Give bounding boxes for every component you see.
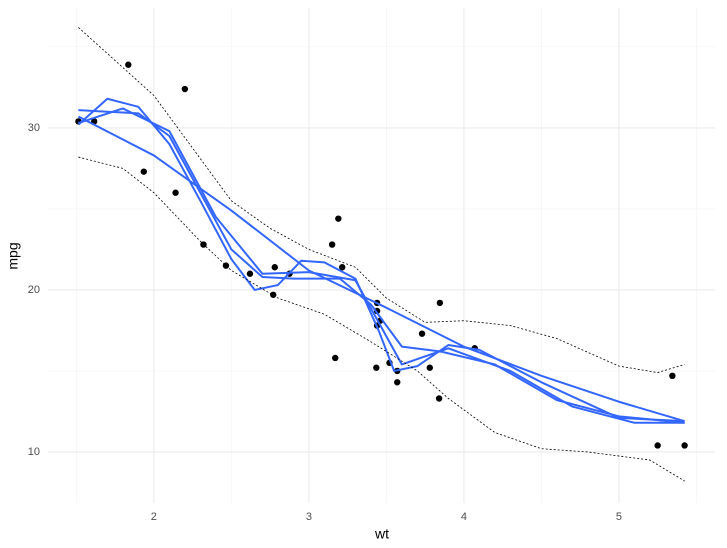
x-axis-title: wt <box>374 526 389 542</box>
point <box>339 264 346 271</box>
point <box>394 379 401 386</box>
y-tick-label: 20 <box>28 284 40 296</box>
x-tick-label: 3 <box>306 511 312 523</box>
point <box>373 364 380 371</box>
point <box>436 299 444 307</box>
point <box>418 330 426 337</box>
point <box>681 442 688 449</box>
point <box>335 215 342 222</box>
x-tick-label: 4 <box>461 511 467 523</box>
point <box>172 189 179 196</box>
y-tick-label: 30 <box>28 122 40 134</box>
point <box>271 264 278 271</box>
y-axis-title: mpg <box>5 242 21 269</box>
point <box>270 291 277 298</box>
point <box>332 354 339 362</box>
confidence-band <box>78 156 685 482</box>
x-tick-label: 2 <box>151 511 157 523</box>
point <box>426 364 433 371</box>
smooth-line <box>78 107 685 424</box>
point <box>654 442 661 449</box>
y-tick-label: 10 <box>28 446 40 458</box>
x-tick-label: 5 <box>616 511 622 523</box>
point <box>125 61 132 68</box>
smooth-line <box>77 115 685 423</box>
point <box>181 85 189 93</box>
smooth-line <box>77 97 685 423</box>
point <box>246 270 254 277</box>
smooth-line <box>78 109 685 424</box>
point <box>328 241 336 248</box>
point <box>435 395 443 402</box>
point <box>140 168 147 175</box>
point <box>669 372 676 380</box>
confidence-band <box>78 27 685 373</box>
